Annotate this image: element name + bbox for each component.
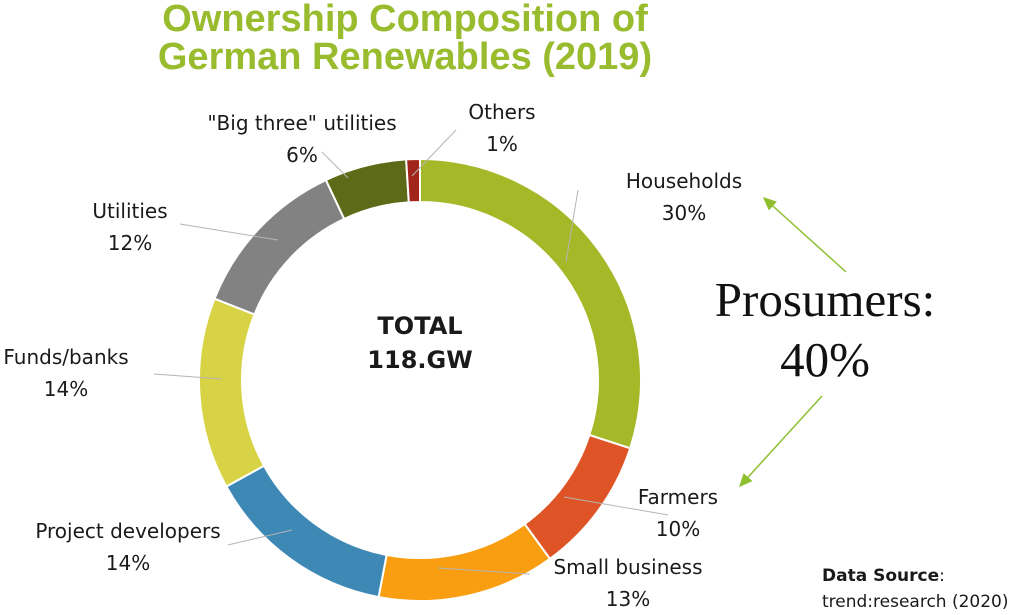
slice-funds-banks: [198, 297, 266, 488]
slice-value-utilities: 12%: [108, 231, 152, 255]
slice-utilities: [213, 178, 346, 316]
leader-line-big-three-utilities: [321, 151, 349, 179]
chart-title: Ownership Composition of German Renewabl…: [0, 0, 810, 76]
prosumers-annotation: Prosumers: 40%: [690, 270, 960, 390]
data-source-text: trend:research (2020): [822, 592, 1009, 612]
slice-value-funds-banks: 14%: [44, 377, 88, 401]
leader-line-funds-banks: [153, 373, 223, 380]
slice-value-others: 1%: [486, 132, 518, 156]
donut-slices: [198, 157, 642, 602]
data-source: Data Source: trend:research (2020): [822, 563, 1009, 615]
arrow-to-farmers: [738, 395, 823, 488]
slice-small-business: [377, 522, 552, 602]
leader-line-farmers: [563, 496, 669, 516]
slice-farmers: [523, 433, 632, 561]
slice-value-households: 30%: [662, 201, 706, 225]
leader-lines: [153, 129, 669, 575]
leader-line-households: [565, 189, 579, 263]
title-line-1: Ownership Composition of: [162, 0, 648, 40]
slice-label-others: Others: [468, 100, 535, 124]
slice-others: [405, 157, 421, 204]
slice-label-utilities: Utilities: [92, 199, 167, 223]
slice-label-funds-banks: Funds/banks: [3, 345, 128, 369]
data-source-label: Data Source: [822, 566, 940, 586]
prosumers-value: 40%: [780, 332, 870, 387]
slice-label-big-three-utilities: "Big three" utilities: [207, 111, 396, 135]
title-line-2: German Renewables (2019): [157, 36, 653, 78]
leader-line-utilities: [179, 223, 279, 241]
slice-project-developers: [224, 464, 388, 599]
slice-value-small-business: 13%: [606, 587, 650, 611]
center-total-label: TOTAL: [377, 312, 462, 340]
slice-label-project-developers: Project developers: [35, 519, 220, 543]
arrow-to-households: [762, 196, 847, 273]
slice-label-households: Households: [626, 169, 742, 193]
center-total-value: 118.GW: [367, 346, 472, 374]
leader-line-others: [411, 129, 457, 177]
slice-value-big-three-utilities: 6%: [286, 143, 318, 167]
slice-label-small-business: Small business: [553, 555, 702, 579]
prosumers-label: Prosumers:: [714, 272, 936, 327]
data-source-colon: :: [939, 566, 945, 586]
slice-value-project-developers: 14%: [106, 551, 150, 575]
leader-line-project-developers: [227, 529, 293, 546]
slice-labels: Households 30% Farmers 10% Small business 13%…: [3, 100, 742, 611]
slice-value-farmers: 10%: [656, 517, 700, 541]
slice-households: [419, 157, 642, 450]
slice-label-farmers: Farmers: [638, 485, 718, 509]
leader-line-small-business: [437, 567, 531, 575]
